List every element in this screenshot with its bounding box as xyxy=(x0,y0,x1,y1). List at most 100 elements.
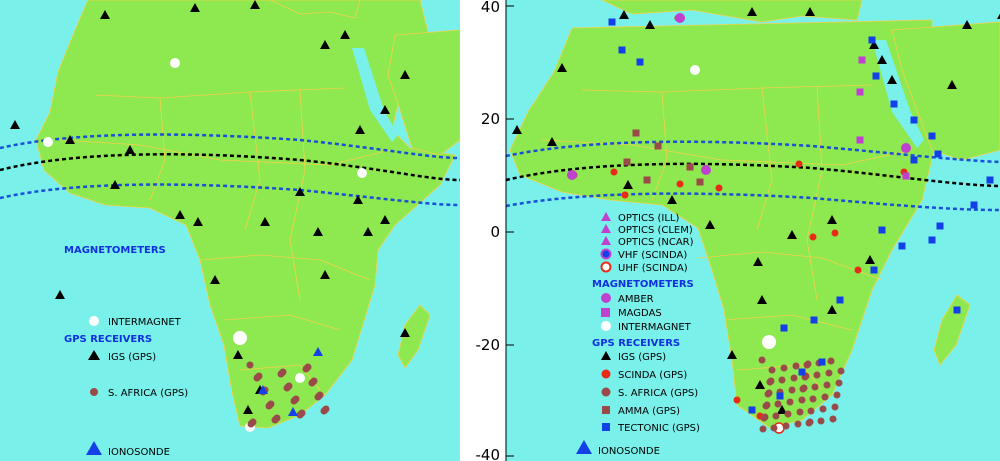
station-marker xyxy=(970,201,978,209)
station-marker xyxy=(353,195,363,204)
station-marker xyxy=(827,215,837,224)
station-marker xyxy=(856,88,864,96)
station-marker xyxy=(901,143,911,153)
station-marker xyxy=(233,350,243,359)
station-marker xyxy=(190,3,200,12)
station-marker xyxy=(567,170,577,180)
station-marker xyxy=(878,226,886,234)
station-marker xyxy=(934,150,942,158)
legend-vhf: VHF (SCINDA) xyxy=(618,250,687,261)
station-marker xyxy=(363,227,373,236)
station-marker xyxy=(210,275,220,284)
legend-optics-ill: OPTICS (ILL) xyxy=(618,213,679,224)
station-marker xyxy=(772,412,780,420)
station-marker xyxy=(786,398,794,406)
station-marker xyxy=(733,396,741,404)
station-marker xyxy=(193,217,203,226)
station-marker xyxy=(782,422,790,430)
station-marker xyxy=(833,391,841,399)
station-marker xyxy=(810,316,818,324)
station-marker xyxy=(380,215,390,224)
legend-intermagnet: INTERMAGNET xyxy=(618,322,692,333)
station-marker xyxy=(705,220,715,229)
station-marker xyxy=(898,242,906,250)
station-marker xyxy=(288,407,298,416)
station-marker xyxy=(868,36,876,44)
station-marker xyxy=(279,368,287,376)
legend-igs: IGS (GPS) xyxy=(618,352,666,363)
station-marker xyxy=(761,413,769,421)
station-marker xyxy=(877,55,887,64)
station-marker xyxy=(753,257,763,266)
magdas-symbol xyxy=(601,308,610,317)
station-marker xyxy=(962,20,972,29)
optics-ill-symbol xyxy=(601,212,611,221)
station-marker xyxy=(986,176,994,184)
uhf-symbol xyxy=(600,261,612,273)
right-map: 40 20 0 -20 -40 OPTICS (ILL) OPTICS (CLE… xyxy=(462,0,1000,461)
station-marker xyxy=(758,356,766,364)
station-marker xyxy=(608,18,616,26)
legend-ionosonde: IONOSONDE xyxy=(598,446,660,457)
station-marker xyxy=(621,191,629,199)
station-marker xyxy=(817,417,825,425)
station-marker xyxy=(790,374,798,382)
optics-clem-symbol xyxy=(601,224,611,233)
safrica-gps-symbol xyxy=(601,387,611,397)
station-marker xyxy=(825,369,833,377)
station-marker xyxy=(910,156,918,164)
station-marker xyxy=(322,405,330,413)
station-marker xyxy=(273,414,281,422)
station-marker xyxy=(836,296,844,304)
igs-symbol xyxy=(601,351,611,360)
station-marker xyxy=(804,360,812,368)
station-marker xyxy=(292,395,300,403)
station-marker xyxy=(818,358,826,366)
station-marker xyxy=(618,46,626,54)
station-marker xyxy=(243,405,253,414)
legend-ionosonde: IONOSONDE xyxy=(108,447,170,458)
tick-label-minus-20: -20 xyxy=(476,336,501,354)
station-marker xyxy=(557,63,567,72)
country-borders xyxy=(541,84,913,391)
left-station-markers xyxy=(10,0,410,432)
station-marker xyxy=(267,400,275,408)
station-marker xyxy=(910,116,918,124)
legend-scinda-gps: SCINDA (GPS) xyxy=(618,370,687,381)
station-marker xyxy=(645,20,655,29)
station-marker xyxy=(400,70,410,79)
station-marker xyxy=(778,376,786,384)
station-marker xyxy=(770,424,778,432)
station-marker xyxy=(295,187,305,196)
vhf-symbol xyxy=(600,248,612,260)
station-marker xyxy=(947,80,957,89)
station-marker xyxy=(798,368,806,376)
station-marker xyxy=(357,168,367,178)
station-marker xyxy=(856,136,864,144)
europe-landmass xyxy=(269,0,361,19)
left-legend: MAGNETOMETERS INTERMAGNET GPS RECEIVERS … xyxy=(64,245,188,458)
station-marker xyxy=(654,142,662,150)
heading-magnetometers: MAGNETOMETERS xyxy=(64,245,166,256)
station-marker xyxy=(823,381,831,389)
station-marker xyxy=(316,391,324,399)
station-marker xyxy=(675,13,685,23)
station-marker xyxy=(759,425,767,433)
heading-gps-receivers: GPS RECEIVERS xyxy=(592,338,680,349)
red-sea xyxy=(352,48,398,142)
latitude-ticks: 40 20 0 -20 -40 xyxy=(476,0,514,461)
station-marker xyxy=(255,372,263,380)
country-borders xyxy=(59,87,391,391)
station-marker xyxy=(632,129,640,137)
equator-dip-line xyxy=(505,162,1000,188)
station-marker xyxy=(170,58,180,68)
station-marker xyxy=(798,396,806,404)
station-marker xyxy=(260,217,270,226)
station-marker xyxy=(258,385,268,394)
station-marker xyxy=(767,377,775,385)
station-marker xyxy=(748,406,756,414)
legend-amber: AMBER xyxy=(618,294,654,305)
station-marker xyxy=(340,30,350,39)
intermagnet-legend-symbol xyxy=(89,316,99,326)
station-marker xyxy=(755,380,765,389)
